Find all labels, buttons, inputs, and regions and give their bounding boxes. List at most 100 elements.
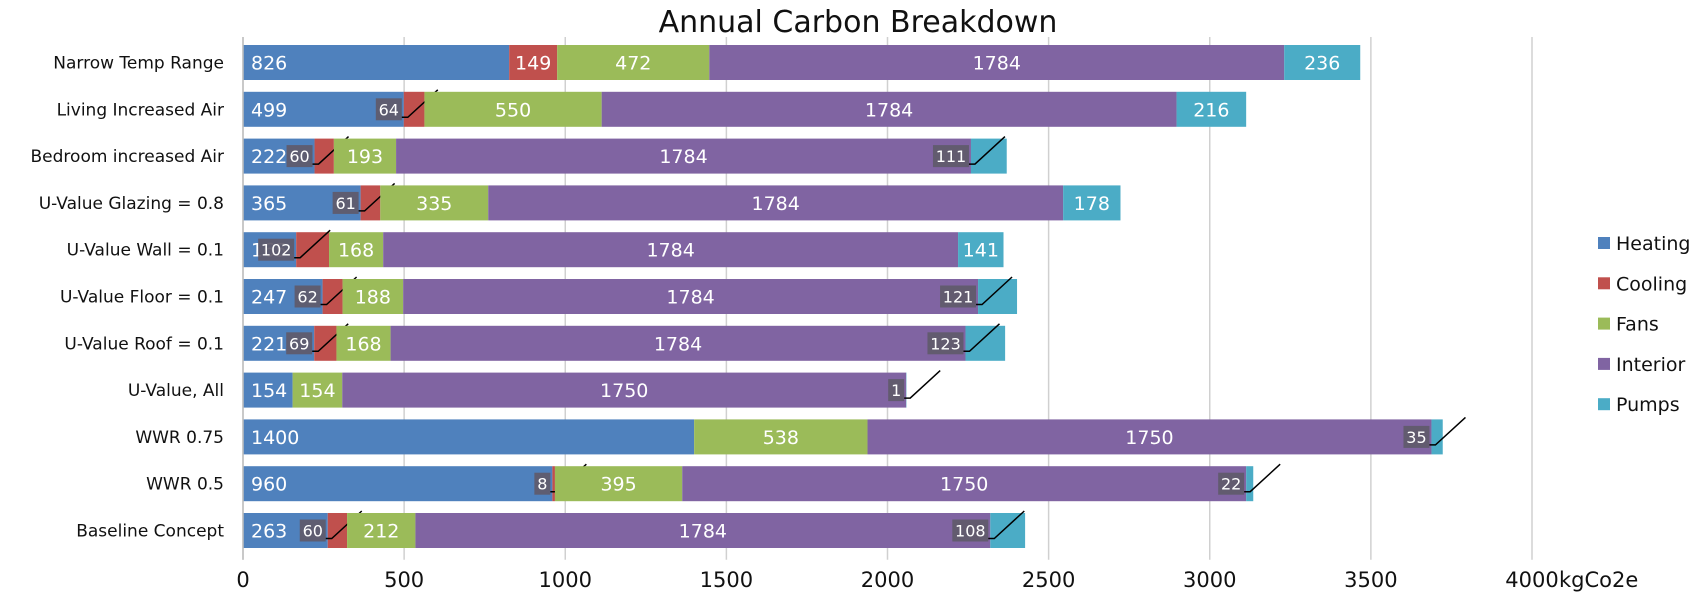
category-label: Baseline Concept xyxy=(76,522,224,542)
bar-segment-interior xyxy=(396,138,971,174)
data-label-cooling: 69 xyxy=(289,334,309,353)
bar-segment-pumps xyxy=(1431,419,1443,455)
data-label-heating: 221 xyxy=(251,333,287,355)
bar-segment-pumps xyxy=(1284,45,1361,80)
legend-swatch-cooling xyxy=(1598,277,1610,290)
chart-title: Annual Carbon Breakdown xyxy=(659,5,1058,40)
bar-segment-pumps xyxy=(970,138,1007,174)
data-label-heating: 499 xyxy=(251,99,287,121)
x-tick-label: 1500 xyxy=(700,568,753,592)
category-label: Bedroom increased Air xyxy=(31,147,224,167)
callout-leader-pumps xyxy=(904,370,941,399)
callout-box-cooling xyxy=(299,519,326,542)
data-label-interior: 1784 xyxy=(973,53,1021,75)
callout-box-cooling xyxy=(375,98,402,121)
data-label-heating: 365 xyxy=(251,193,287,215)
x-tick-label: 0 xyxy=(236,568,249,592)
bar-segment-cooling xyxy=(314,138,334,174)
legend-label-pumps: Pumps xyxy=(1616,394,1680,416)
bar-segment-fans xyxy=(557,45,710,80)
bar-segment-pumps xyxy=(958,232,1004,268)
callout-leader-pumps xyxy=(1244,463,1281,493)
bar-segment-interior xyxy=(415,513,991,548)
bar-segment-cooling xyxy=(296,232,330,268)
legend-label-cooling: Cooling xyxy=(1616,273,1687,295)
data-label-cooling: 60 xyxy=(289,147,309,166)
data-label-interior: 1784 xyxy=(865,99,913,121)
data-label-pumps: 22 xyxy=(1221,475,1241,494)
data-label-interior: 1784 xyxy=(751,193,799,215)
bar-segment-pumps xyxy=(978,279,1018,314)
data-label-cooling: 149 xyxy=(515,53,551,75)
callout-box-cooling xyxy=(286,332,313,355)
bar-segment-interior xyxy=(403,279,979,314)
category-label: U-Value Glazing = 0.8 xyxy=(39,194,224,214)
bar-segment-heating xyxy=(243,419,695,455)
data-label-pumps: 121 xyxy=(943,288,974,307)
data-label-pumps: 111 xyxy=(936,147,967,166)
category-label: U-Value Roof = 0.1 xyxy=(64,334,224,354)
bar-segment-heating xyxy=(243,466,553,502)
data-label-cooling: 60 xyxy=(303,522,323,541)
data-label-cooling: 64 xyxy=(379,100,399,119)
data-label-fans: 335 xyxy=(416,193,452,215)
data-label-fans: 395 xyxy=(600,474,636,496)
callout-leader-pumps xyxy=(976,276,1013,306)
data-label-interior: 1750 xyxy=(1125,427,1173,449)
bar-segment-heating xyxy=(243,372,293,408)
legend-swatch-interior xyxy=(1598,357,1610,370)
bar-segment-pumps xyxy=(1063,185,1121,221)
callout-box-pumps xyxy=(932,145,969,168)
category-label: WWR 0.75 xyxy=(135,428,224,448)
bar-segment-interior xyxy=(342,372,907,408)
data-label-heating: 247 xyxy=(251,287,287,309)
callout-box-pumps xyxy=(952,519,989,542)
legend-label-interior: Interior xyxy=(1616,354,1685,376)
bar-segment-cooling xyxy=(403,91,425,127)
data-label-fans: 193 xyxy=(347,146,383,168)
category-label: Living Increased Air xyxy=(57,100,224,120)
data-label-pumps: 1 xyxy=(891,381,901,400)
legend-swatch-pumps xyxy=(1598,398,1610,411)
data-label-pumps: 216 xyxy=(1193,99,1229,121)
category-label: U-Value Floor = 0.1 xyxy=(60,288,224,308)
data-label-heating: 263 xyxy=(251,521,287,543)
bar-segment-cooling xyxy=(314,325,337,361)
bar-segment-cooling xyxy=(509,45,558,80)
bar-segment-pumps xyxy=(965,325,1006,361)
data-label-interior: 1784 xyxy=(654,333,702,355)
callout-box-pumps xyxy=(940,285,977,308)
data-label-fans: 538 xyxy=(763,427,799,449)
data-label-pumps: 141 xyxy=(963,240,999,262)
data-label-heating: 222 xyxy=(251,146,287,168)
legend-label-fans: Fans xyxy=(1616,314,1659,336)
legend: Heating Cooling Fans Interior Pumps xyxy=(1598,233,1690,416)
x-axis: 0 500 1000 1500 2000 2500 3000 3500 4000 xyxy=(236,37,1559,592)
bar-segment-cooling xyxy=(327,513,348,548)
data-label-fans: 550 xyxy=(495,99,531,121)
data-label-cooling: 102 xyxy=(261,241,292,260)
callout-leader-pumps xyxy=(1429,416,1466,446)
category-label: WWR 0.5 xyxy=(146,475,224,495)
category-label: U-Value, All xyxy=(128,381,224,401)
data-label-heating: 826 xyxy=(251,53,287,75)
data-label-cooling: 62 xyxy=(297,288,317,307)
callout-box-pumps xyxy=(927,332,964,355)
bar-segment-interior xyxy=(682,466,1247,502)
bar-segment-interior xyxy=(383,232,959,268)
data-label-pumps: 108 xyxy=(955,522,986,541)
bar-segment-fans xyxy=(380,185,489,221)
bar-segment-fans xyxy=(333,138,397,174)
callout-box-cooling xyxy=(258,238,295,261)
data-label-cooling: 61 xyxy=(335,194,355,213)
x-tick-label: 3500 xyxy=(1344,568,1397,592)
x-tick-label: 4000 xyxy=(1505,568,1558,592)
bar-segment-fans xyxy=(342,279,404,314)
x-tick-label: 1000 xyxy=(539,568,592,592)
legend-label-heating: Heating xyxy=(1616,233,1690,255)
data-label-interior: 1750 xyxy=(940,474,988,496)
legend-swatch-heating xyxy=(1598,237,1610,249)
data-label-fans: 154 xyxy=(299,380,335,402)
